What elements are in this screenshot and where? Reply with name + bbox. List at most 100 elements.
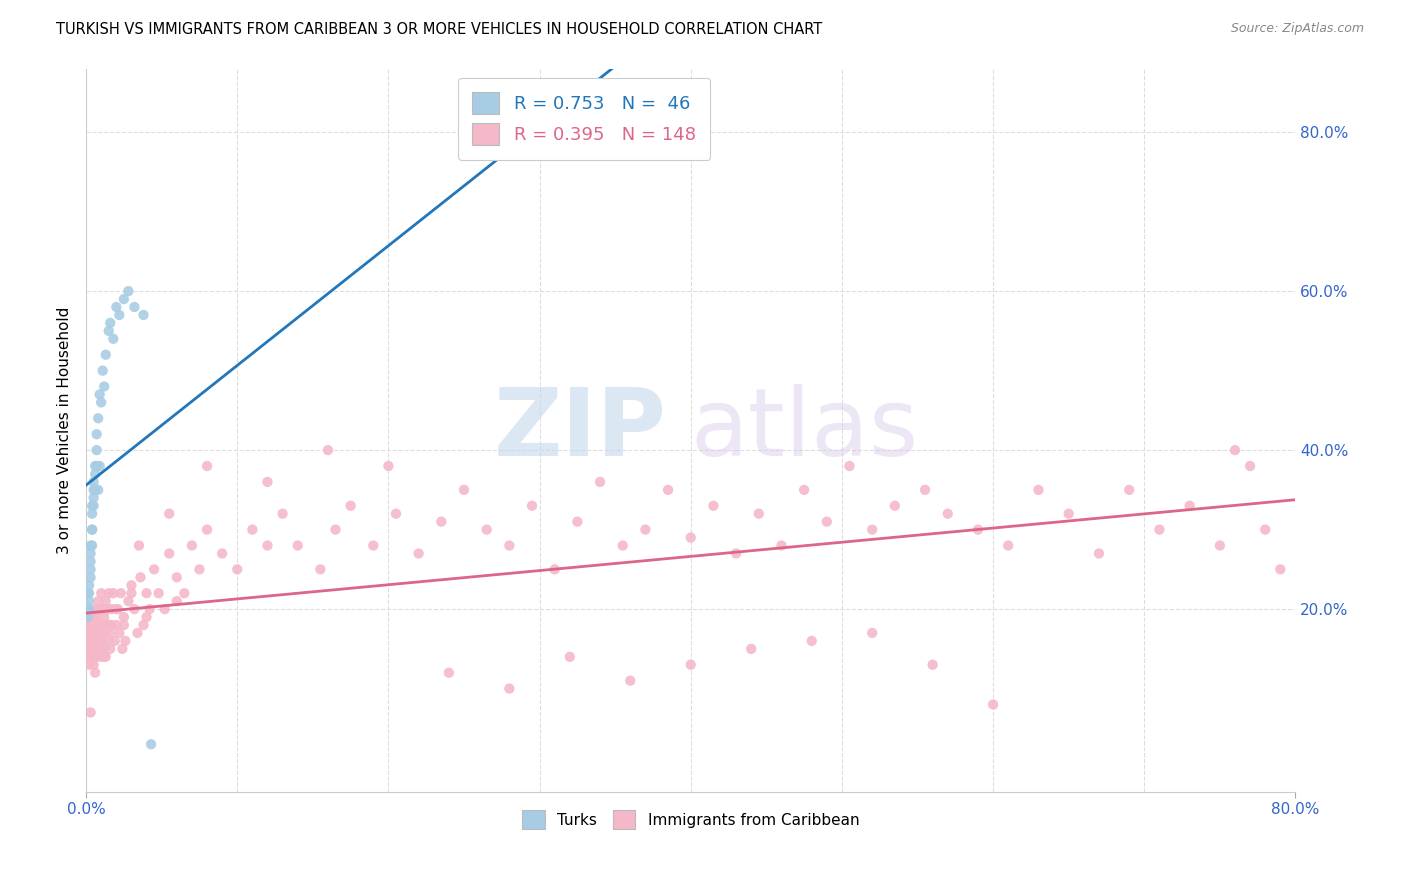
Legend: Turks, Immigrants from Caribbean: Turks, Immigrants from Caribbean <box>516 804 866 835</box>
Point <box>195 458 218 473</box>
Point <box>325 523 347 537</box>
Point <box>76 586 98 600</box>
Point <box>94 594 117 608</box>
Point <box>702 499 724 513</box>
Point <box>93 379 115 393</box>
Point <box>914 483 936 497</box>
Point <box>98 316 121 330</box>
Point <box>84 467 107 481</box>
Point <box>97 324 120 338</box>
Point <box>79 562 101 576</box>
Point <box>138 602 160 616</box>
Point <box>800 634 823 648</box>
Point <box>84 641 107 656</box>
Point <box>82 507 104 521</box>
Point <box>679 531 702 545</box>
Point <box>79 626 101 640</box>
Text: atlas: atlas <box>690 384 920 476</box>
Point <box>111 641 134 656</box>
Point <box>77 618 100 632</box>
Point <box>883 499 905 513</box>
Point <box>1254 523 1277 537</box>
Point <box>103 332 125 346</box>
Point <box>97 634 120 648</box>
Point <box>93 626 115 640</box>
Text: TURKISH VS IMMIGRANTS FROM CARIBBEAN 3 OR MORE VEHICLES IN HOUSEHOLD CORRELATION: TURKISH VS IMMIGRANTS FROM CARIBBEAN 3 O… <box>56 22 823 37</box>
Point <box>148 586 170 600</box>
Point <box>91 634 114 648</box>
Point <box>83 483 105 497</box>
Point <box>84 458 107 473</box>
Point <box>271 507 294 521</box>
Point <box>86 458 108 473</box>
Point <box>84 602 107 616</box>
Point <box>93 649 115 664</box>
Point <box>748 507 770 521</box>
Text: ZIP: ZIP <box>494 384 666 476</box>
Point <box>90 634 112 648</box>
Point <box>82 499 104 513</box>
Point <box>83 657 105 672</box>
Point <box>498 681 520 696</box>
Point <box>86 443 108 458</box>
Point <box>377 458 399 473</box>
Point <box>83 475 105 489</box>
Point <box>256 475 278 489</box>
Point <box>108 308 131 322</box>
Point <box>339 499 361 513</box>
Point <box>226 562 249 576</box>
Point <box>83 634 105 648</box>
Point <box>84 483 107 497</box>
Point <box>120 586 142 600</box>
Point <box>83 491 105 505</box>
Point <box>96 618 118 632</box>
Point <box>76 634 98 648</box>
Point <box>740 641 762 656</box>
Point <box>90 586 112 600</box>
Point <box>240 523 263 537</box>
Point <box>1178 499 1201 513</box>
Point <box>558 649 581 664</box>
Point <box>619 101 641 115</box>
Point <box>79 641 101 656</box>
Point <box>475 523 498 537</box>
Point <box>79 570 101 584</box>
Point <box>287 539 309 553</box>
Point <box>89 387 111 401</box>
Point <box>89 641 111 656</box>
Point <box>129 570 152 584</box>
Point <box>84 649 107 664</box>
Point <box>309 562 332 576</box>
Point <box>83 499 105 513</box>
Point <box>79 610 101 624</box>
Point <box>77 594 100 608</box>
Point <box>79 706 101 720</box>
Point <box>117 594 139 608</box>
Point <box>124 300 146 314</box>
Point <box>90 649 112 664</box>
Point <box>79 554 101 568</box>
Point <box>860 523 883 537</box>
Point <box>135 586 157 600</box>
Point <box>87 634 110 648</box>
Point <box>86 649 108 664</box>
Point <box>82 523 104 537</box>
Point <box>120 578 142 592</box>
Point <box>157 507 180 521</box>
Point <box>87 594 110 608</box>
Point <box>188 562 211 576</box>
Point <box>1149 523 1171 537</box>
Point <box>679 657 702 672</box>
Point <box>107 602 129 616</box>
Point <box>94 649 117 664</box>
Point <box>589 475 612 489</box>
Text: Source: ZipAtlas.com: Source: ZipAtlas.com <box>1230 22 1364 36</box>
Point <box>195 523 218 537</box>
Point <box>82 618 104 632</box>
Point <box>612 539 634 553</box>
Point <box>94 348 117 362</box>
Point <box>82 641 104 656</box>
Point <box>77 578 100 592</box>
Point <box>82 634 104 648</box>
Point <box>1028 483 1050 497</box>
